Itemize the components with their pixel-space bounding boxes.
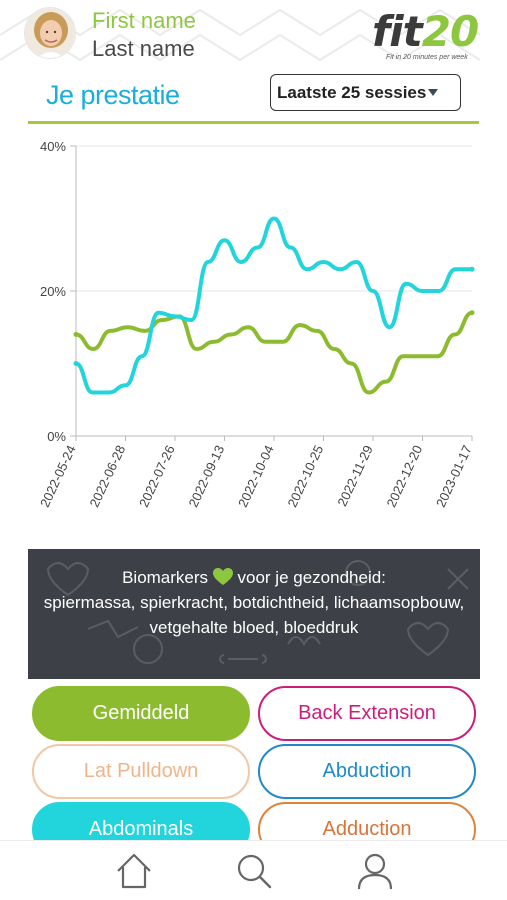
series-0-point xyxy=(469,310,475,316)
series-line-1 xyxy=(74,216,474,395)
x-tick-label: 2022-10-25 xyxy=(285,443,327,510)
bottom-navigation xyxy=(0,840,507,900)
app-header: First name Last name fit20 Fit in 20 min… xyxy=(0,0,507,70)
exercise-button-gemiddeld[interactable]: Gemiddeld xyxy=(32,686,250,741)
x-tick-label: 2022-09-13 xyxy=(186,443,228,510)
series-1-point xyxy=(73,361,79,366)
biomarkers-suffix: voor je gezondheid: xyxy=(237,568,386,587)
logo-tagline: Fit in 20 minutes per week xyxy=(386,54,468,61)
session-range-select[interactable]: Laatste 25 sessies xyxy=(270,74,461,111)
exercise-button-abduction[interactable]: Abduction xyxy=(258,744,476,799)
x-tick-label: 2023-01-17 xyxy=(433,443,475,510)
x-tick-label: 2022-12-20 xyxy=(384,443,426,510)
title-divider xyxy=(28,121,479,124)
logo-brand: fit xyxy=(372,7,423,56)
page-title: Je prestatie xyxy=(46,80,180,110)
user-icon xyxy=(357,853,393,890)
banner-pattern xyxy=(46,560,469,664)
green-heart-icon xyxy=(212,568,233,585)
y-tick-label: 40% xyxy=(40,139,66,154)
search-icon xyxy=(237,854,272,889)
nav-profile[interactable] xyxy=(353,849,397,893)
biomarkers-banner: Biomarkers voor je gezondheid: spiermass… xyxy=(28,549,480,679)
x-tick-label: 2022-10-04 xyxy=(235,443,277,510)
x-tick-label: 2022-11-29 xyxy=(334,443,375,509)
biomarkers-text: Biomarkers voor je gezondheid: spiermass… xyxy=(38,565,470,640)
caret-down-icon xyxy=(428,89,438,96)
x-tick-label: 2022-07-26 xyxy=(136,443,178,510)
home-icon xyxy=(117,853,151,889)
fit20-logo: fit20 Fit in 20 minutes per week xyxy=(372,8,500,64)
exercise-button-lat-pulldown[interactable]: Lat Pulldown xyxy=(32,744,250,799)
x-tick-label: 2022-05-24 xyxy=(37,443,79,510)
avatar[interactable] xyxy=(24,7,76,59)
x-tick-label: 2022-06-28 xyxy=(87,443,129,510)
biomarkers-prefix: Biomarkers xyxy=(122,568,209,587)
biomarkers-body: spiermassa, spierkracht, botdichtheid, l… xyxy=(43,593,465,637)
user-last-name: Last name xyxy=(92,36,195,61)
exercise-button-back-extension[interactable]: Back Extension xyxy=(258,686,476,741)
series-0-point xyxy=(73,332,79,337)
series-line-0 xyxy=(74,310,474,395)
user-first-name: First name xyxy=(92,8,196,33)
header-pattern xyxy=(0,8,481,62)
y-tick-label: 20% xyxy=(40,284,66,299)
session-range-value: Laatste 25 sessies xyxy=(277,83,427,102)
performance-chart: 0%20%40%2022-05-24 2022-06-28 2022-07-26 20… xyxy=(37,139,475,510)
y-tick-label: 0% xyxy=(47,429,66,444)
nav-home[interactable] xyxy=(112,849,156,893)
nav-search[interactable] xyxy=(232,849,276,893)
logo-brand-number: 20 xyxy=(421,7,479,56)
series-1-point xyxy=(469,266,475,272)
